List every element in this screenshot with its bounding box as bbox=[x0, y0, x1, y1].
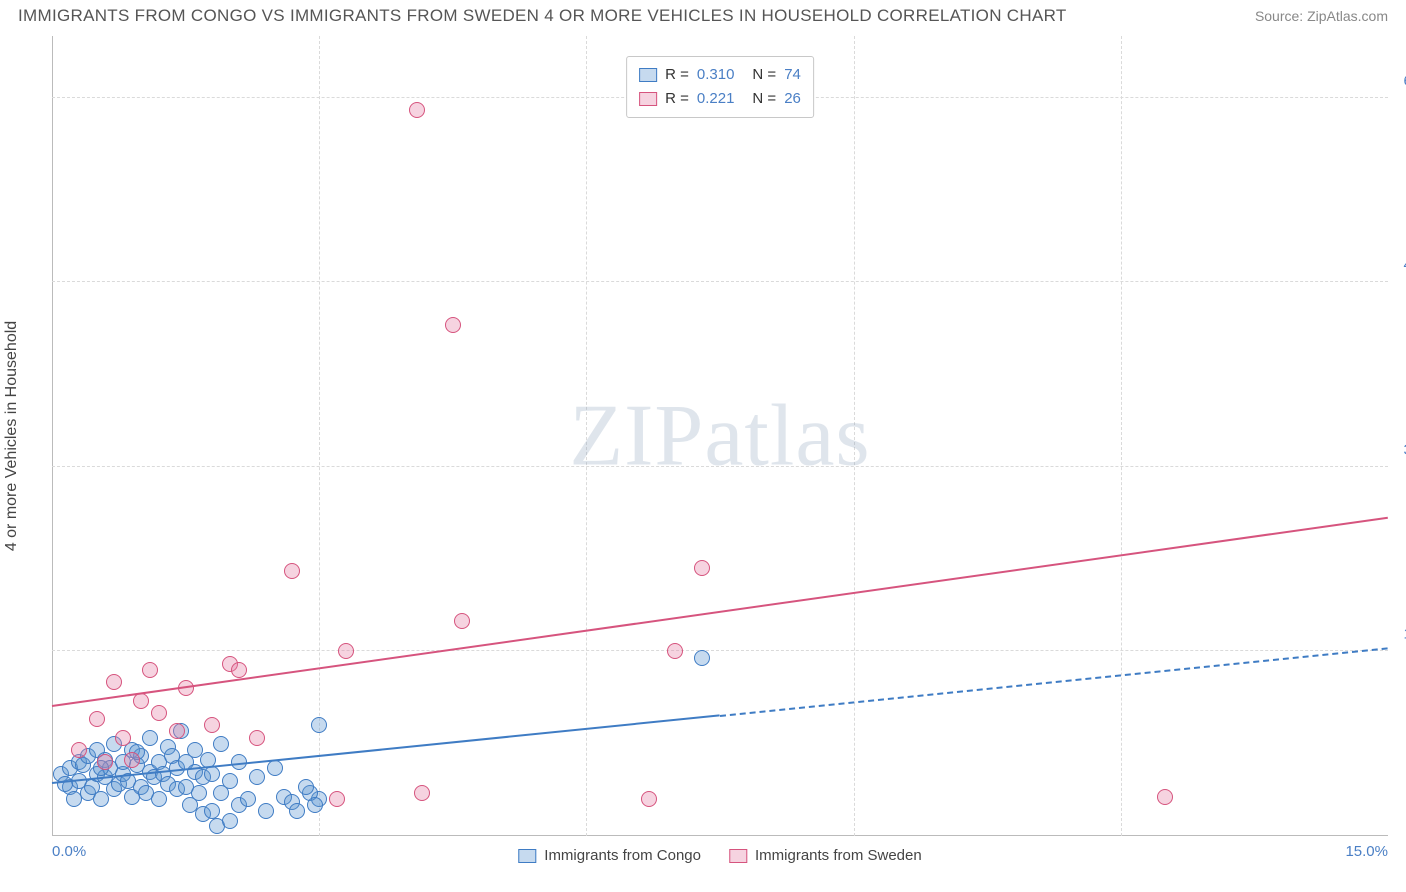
legend-item: Immigrants from Congo bbox=[518, 847, 701, 864]
r-value: 0.310 bbox=[697, 63, 735, 87]
data-point bbox=[298, 779, 314, 795]
trend-line bbox=[52, 715, 720, 785]
watermark: ZIPatlas bbox=[569, 386, 870, 487]
n-value: 74 bbox=[784, 63, 801, 87]
data-point bbox=[409, 102, 425, 118]
x-tick-label: 15.0% bbox=[1345, 843, 1388, 860]
data-point bbox=[667, 643, 683, 659]
n-value: 26 bbox=[784, 87, 801, 111]
data-point bbox=[106, 674, 122, 690]
trend-line bbox=[720, 647, 1388, 717]
data-point bbox=[284, 563, 300, 579]
r-label: R = bbox=[665, 63, 689, 87]
gridline bbox=[319, 36, 320, 836]
series-legend: Immigrants from Congo Immigrants from Swe… bbox=[518, 847, 921, 864]
gridline bbox=[1121, 36, 1122, 836]
n-label: N = bbox=[752, 63, 776, 87]
data-point bbox=[204, 803, 220, 819]
data-point bbox=[71, 742, 87, 758]
data-point bbox=[124, 752, 140, 768]
data-point bbox=[307, 797, 323, 813]
data-point bbox=[231, 662, 247, 678]
legend-swatch bbox=[729, 849, 747, 863]
gridline bbox=[52, 281, 1388, 282]
data-point bbox=[338, 643, 354, 659]
y-axis-label: 4 or more Vehicles in Household bbox=[3, 321, 21, 551]
data-point bbox=[142, 730, 158, 746]
data-point bbox=[641, 791, 657, 807]
gridline bbox=[586, 36, 587, 836]
legend-swatch bbox=[639, 92, 657, 106]
legend-swatch bbox=[518, 849, 536, 863]
data-point bbox=[191, 785, 207, 801]
gridline bbox=[52, 650, 1388, 651]
legend-row: R = 0.310 N = 74 bbox=[639, 63, 801, 87]
data-point bbox=[97, 754, 113, 770]
x-tick-label: 0.0% bbox=[52, 843, 86, 860]
n-label: N = bbox=[752, 87, 776, 111]
data-point bbox=[169, 723, 185, 739]
data-point bbox=[57, 776, 73, 792]
chart-title: IMMIGRANTS FROM CONGO VS IMMIGRANTS FROM… bbox=[18, 6, 1067, 26]
data-point bbox=[240, 791, 256, 807]
data-point bbox=[115, 730, 131, 746]
data-point bbox=[204, 717, 220, 733]
data-point bbox=[142, 662, 158, 678]
r-label: R = bbox=[665, 87, 689, 111]
data-point bbox=[151, 791, 167, 807]
correlation-legend: R = 0.310 N = 74 R = 0.221 N = 26 bbox=[626, 56, 814, 118]
y-axis bbox=[52, 36, 53, 836]
data-point bbox=[249, 769, 265, 785]
x-axis bbox=[52, 835, 1388, 836]
data-point bbox=[445, 317, 461, 333]
trend-line bbox=[52, 516, 1388, 706]
data-point bbox=[694, 650, 710, 666]
data-point bbox=[222, 773, 238, 789]
chart-area: 4 or more Vehicles in Household ZIPatlas… bbox=[52, 36, 1388, 836]
data-point bbox=[329, 791, 345, 807]
data-point bbox=[414, 785, 430, 801]
legend-label: Immigrants from Sweden bbox=[755, 847, 922, 864]
gridline bbox=[52, 466, 1388, 467]
data-point bbox=[258, 803, 274, 819]
legend-label: Immigrants from Congo bbox=[544, 847, 701, 864]
data-point bbox=[311, 717, 327, 733]
data-point bbox=[694, 560, 710, 576]
source-label: Source: ZipAtlas.com bbox=[1255, 8, 1388, 24]
legend-item: Immigrants from Sweden bbox=[729, 847, 922, 864]
data-point bbox=[213, 736, 229, 752]
data-point bbox=[249, 730, 265, 746]
legend-swatch bbox=[639, 68, 657, 82]
legend-row: R = 0.221 N = 26 bbox=[639, 87, 801, 111]
data-point bbox=[89, 711, 105, 727]
data-point bbox=[267, 760, 283, 776]
data-point bbox=[222, 813, 238, 829]
data-point bbox=[289, 803, 305, 819]
gridline bbox=[854, 36, 855, 836]
plot-region: ZIPatlas R =0.310N =74R =0.221N =26 15.0… bbox=[52, 36, 1388, 836]
data-point bbox=[454, 613, 470, 629]
r-value: 0.221 bbox=[697, 87, 735, 111]
data-point bbox=[204, 766, 220, 782]
data-point bbox=[1157, 789, 1173, 805]
data-point bbox=[151, 705, 167, 721]
